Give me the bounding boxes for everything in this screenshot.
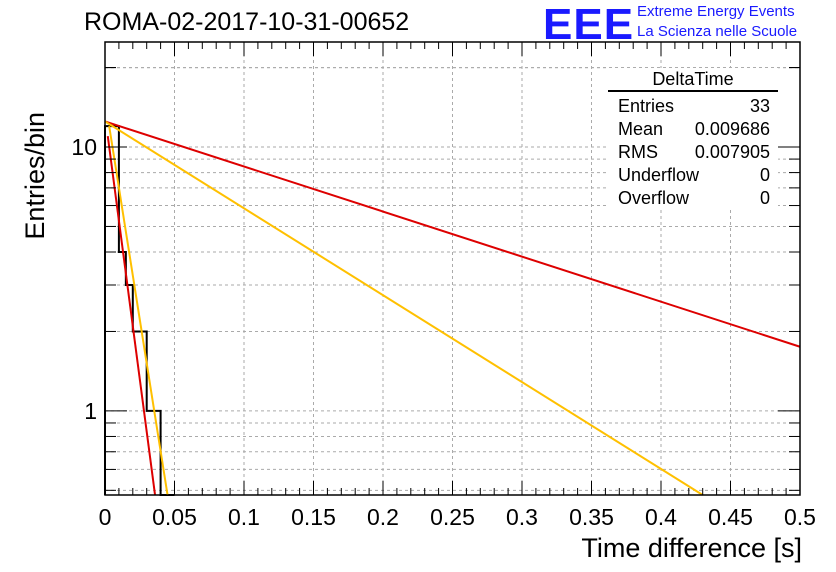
stats-label: Underflow	[618, 165, 700, 185]
fit-lines	[104, 120, 801, 496]
x-tick-label: 0.3	[506, 504, 538, 530]
stats-row: Entries 33	[608, 95, 778, 118]
x-tick-label: 0.4	[645, 504, 677, 530]
x-tick-label: 0.15	[291, 504, 336, 530]
logo-line-1: Extreme Energy Events	[637, 3, 795, 20]
stats-label: Entries	[618, 96, 675, 116]
x-tick-label: 0.1	[228, 504, 260, 530]
fit-line-1	[104, 120, 801, 348]
stats-name: DeltaTime	[608, 68, 778, 92]
x-tick-label: 0.05	[152, 504, 197, 530]
logo-line-2: La Scienza nelle Scuole	[637, 23, 798, 40]
stats-row: Underflow 0	[608, 164, 778, 187]
x-tick-label: 0.2	[367, 504, 399, 530]
y-axis-label: Entries/bin	[20, 112, 50, 240]
stats-value: 0.009686	[694, 119, 770, 139]
chart-title: ROMA-02-2017-10-31-00652	[84, 8, 410, 36]
x-tick-label: 0.45	[708, 504, 753, 530]
stats-value: 0	[759, 165, 770, 185]
stats-box: DeltaTime Entries 33 Mean 0.009686 RMS 0…	[608, 68, 778, 210]
y-tick-label: 1	[84, 398, 97, 424]
x-tick-label: 0.5	[784, 504, 816, 530]
fit-line-2	[104, 120, 704, 496]
stats-row: RMS 0.007905	[608, 141, 778, 164]
histogram	[104, 125, 175, 496]
stats-value: 33	[749, 96, 770, 116]
x-axis-label: Time difference [s]	[581, 533, 802, 563]
eee-logo: EEE	[543, 0, 635, 49]
stats-value: 0	[759, 188, 770, 208]
x-tick-label: 0.35	[569, 504, 614, 530]
y-tick-label: 10	[71, 134, 97, 160]
stats-row: Mean 0.009686	[608, 118, 778, 141]
axis-ticks	[104, 42, 801, 495]
fit-line-3	[106, 135, 157, 496]
stats-row: Overflow 0	[608, 187, 778, 210]
stats-label: Mean	[618, 119, 664, 139]
x-tick-label: 0	[99, 504, 112, 530]
fit-line-4	[108, 125, 169, 496]
histogram-step	[104, 125, 175, 496]
stats-value: 0.007905	[694, 142, 770, 162]
x-tick-label: 0.25	[430, 504, 475, 530]
stats-label: Overflow	[618, 188, 690, 208]
stats-label: RMS	[618, 142, 658, 162]
axis-tick-labels: 0 0.05 0.1 0.15 0.2 0.25 0.3 0.35 0.4 0.45 0.5 1 10	[71, 134, 816, 530]
